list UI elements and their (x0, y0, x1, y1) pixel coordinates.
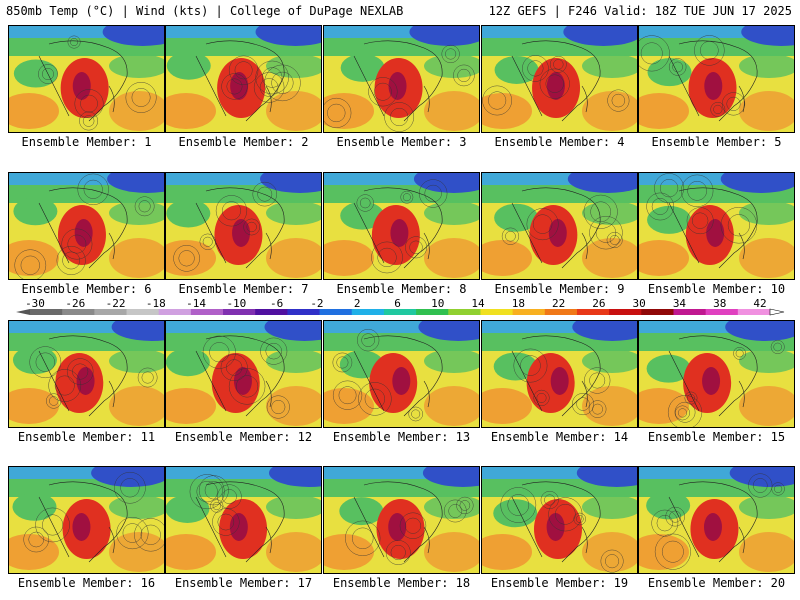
ensemble-map (638, 466, 795, 574)
ensemble-member-label: Ensemble Member: 3 (336, 135, 467, 149)
colorbar-tick-label: 18 (511, 297, 525, 310)
chart-title: 850mb Temp (°C) | Wind (kts) | College o… (6, 4, 404, 18)
ensemble-map (8, 466, 165, 574)
ensemble-map (323, 320, 480, 428)
colorbar-swatch (190, 309, 224, 315)
colorbar-swatch (94, 309, 128, 315)
colorbar-swatch (448, 309, 481, 315)
colorbar-swatch (609, 309, 642, 315)
ensemble-member-label: Ensemble Member: 6 (21, 282, 152, 296)
ensemble-map (165, 25, 322, 133)
colorbar-tick-label: -26 (65, 297, 86, 310)
ensemble-map (638, 320, 795, 428)
colorbar-tick-label: 14 (471, 297, 485, 310)
ensemble-map (8, 172, 165, 280)
ensemble-map (481, 320, 638, 428)
colorbar-swatch (62, 309, 95, 315)
ensemble-map (8, 25, 165, 133)
ensemble-map (165, 320, 322, 428)
ensemble-member-label: Ensemble Member: 11 (17, 430, 156, 444)
colorbar-tick-label: 22 (551, 297, 566, 310)
ensemble-member-label: Ensemble Member: 4 (494, 135, 625, 149)
colorbar-tick-label: 10 (431, 297, 445, 310)
ensemble-map (8, 320, 165, 428)
colorbar-tick-label: 6 (394, 297, 401, 310)
colorbar-tick-label: 42 (753, 297, 767, 310)
colorbar-swatch (287, 309, 321, 315)
ensemble-member-label: Ensemble Member: 15 (647, 430, 786, 444)
colorbar-tick-label: 30 (632, 297, 646, 310)
colorbar-swatch (351, 309, 385, 315)
colorbar-tick-label: 2 (353, 297, 361, 310)
ensemble-member-label: Ensemble Member: 1 (21, 135, 152, 149)
ensemble-member-label: Ensemble Member: 19 (490, 576, 629, 590)
ensemble-map (638, 25, 795, 133)
ensemble-map (481, 25, 638, 133)
colorbar-tick-label: -6 (270, 297, 284, 310)
temperature-colorbar (16, 308, 785, 316)
ensemble-member-label: Ensemble Member: 5 (651, 135, 782, 149)
ensemble-map (323, 25, 480, 133)
ensemble-member-label: Ensemble Member: 10 (647, 282, 786, 296)
ensemble-map (481, 172, 638, 280)
ensemble-map (323, 466, 480, 574)
ensemble-member-label: Ensemble Member: 17 (174, 576, 313, 590)
ensemble-member-label: Ensemble Member: 9 (494, 282, 625, 296)
ensemble-member-label: Ensemble Member: 8 (336, 282, 467, 296)
ensemble-member-label: Ensemble Member: 18 (332, 576, 471, 590)
ensemble-member-label: Ensemble Member: 16 (17, 576, 156, 590)
ensemble-member-label: Ensemble Member: 14 (490, 430, 629, 444)
colorbar-swatch (641, 309, 674, 315)
colorbar-right-arrow (769, 308, 785, 316)
colorbar-tick-label: 38 (713, 297, 727, 310)
ensemble-member-label: Ensemble Member: 20 (647, 576, 786, 590)
colorbar-swatch (512, 309, 546, 315)
colorbar-tick-label: -22 (105, 297, 126, 310)
ensemble-map (638, 172, 795, 280)
colorbar-swatch (576, 309, 610, 315)
ensemble-map (165, 466, 322, 574)
ensemble-map (481, 466, 638, 574)
run-valid-time: 12Z GEFS | F246 Valid: 18Z TUE JUN 17 20… (488, 4, 792, 18)
colorbar-swatch (255, 309, 288, 315)
colorbar-swatch (319, 309, 353, 315)
colorbar-tick-label: -18 (145, 297, 166, 310)
ensemble-map (323, 172, 480, 280)
colorbar-swatch (737, 309, 771, 315)
colorbar-swatch (30, 309, 63, 315)
ensemble-member-label: Ensemble Member: 7 (178, 282, 309, 296)
colorbar-tick-label: -14 (186, 297, 207, 310)
colorbar-tick-label: -10 (226, 297, 247, 310)
colorbar-tick-label: 26 (592, 297, 606, 310)
colorbar-swatch (126, 309, 160, 315)
colorbar-swatch (383, 309, 417, 315)
colorbar-left-arrow (16, 309, 30, 315)
colorbar-swatch (673, 309, 707, 315)
colorbar-tick-label: -30 (25, 297, 45, 310)
colorbar-swatch (705, 309, 739, 315)
colorbar-swatch (223, 309, 256, 315)
colorbar-swatch (158, 309, 192, 315)
ensemble-map (165, 172, 322, 280)
colorbar-tick-label: -2 (310, 297, 324, 310)
colorbar-swatch (544, 309, 578, 315)
ensemble-member-label: Ensemble Member: 13 (332, 430, 471, 444)
ensemble-member-label: Ensemble Member: 2 (178, 135, 309, 149)
colorbar-tick-label: 34 (672, 297, 687, 310)
colorbar-swatch (480, 309, 514, 315)
ensemble-member-label: Ensemble Member: 12 (174, 430, 313, 444)
colorbar-swatch (416, 309, 449, 315)
